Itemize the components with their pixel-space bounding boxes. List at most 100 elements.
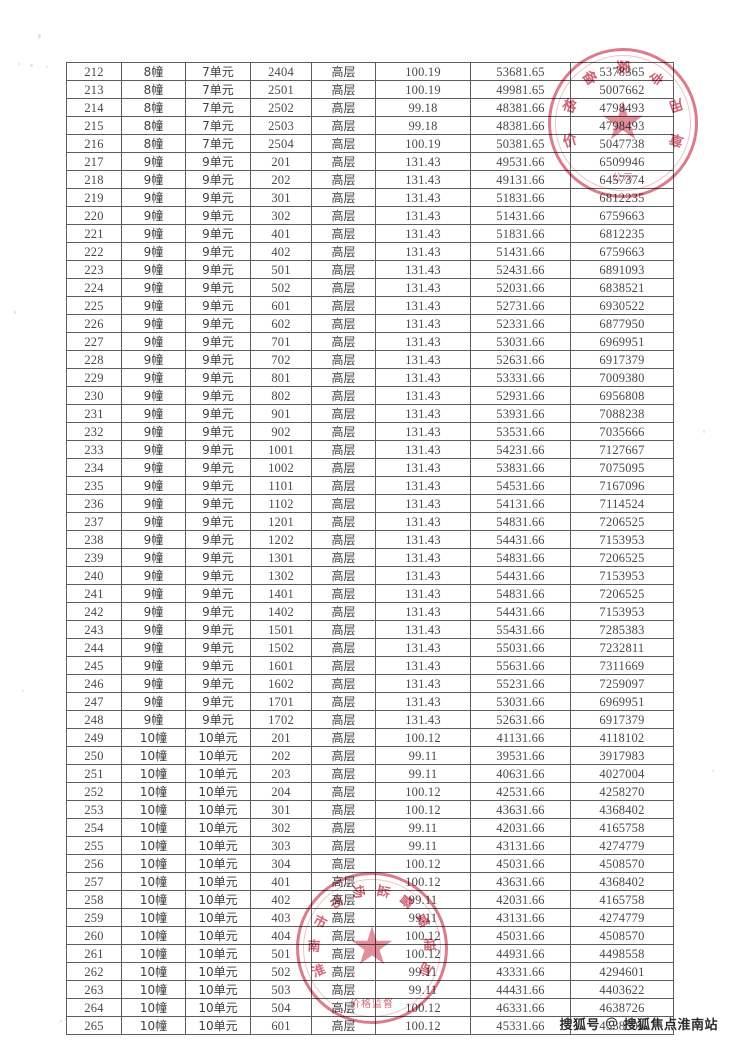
cell-unit: 9单元 xyxy=(185,224,251,243)
cell-total: 6838521 xyxy=(570,278,674,297)
cell-type: 高层 xyxy=(311,512,376,531)
cell-total: 5047738 xyxy=(570,134,674,153)
cell-type: 高层 xyxy=(311,98,376,117)
table-row: 232 9幢 9单元 902 高层 131.43 53531.66 7035666 xyxy=(66,422,674,441)
table-row: 252 10幢 10单元 204 高层 100.12 42531.66 4258270 xyxy=(66,782,674,801)
cell-type: 高层 xyxy=(311,656,376,675)
cell-area: 100.19 xyxy=(375,134,471,153)
cell-room: 2404 xyxy=(250,62,312,81)
cell-unit: 7单元 xyxy=(185,80,251,99)
cell-total: 7167096 xyxy=(570,476,674,495)
cell-type: 高层 xyxy=(311,116,376,135)
cell-building: 9幢 xyxy=(121,440,186,459)
cell-total: 6956808 xyxy=(570,386,674,405)
cell-type: 高层 xyxy=(311,980,376,999)
table-row: 240 9幢 9单元 1302 高层 131.43 54431.66 7153953 xyxy=(66,566,674,585)
cell-total: 6969951 xyxy=(570,692,674,711)
cell-total: 7153953 xyxy=(570,602,674,621)
cell-type: 高层 xyxy=(311,602,376,621)
table-row: 253 10幢 10单元 301 高层 100.12 43631.66 4368402 xyxy=(66,800,674,819)
cell-room: 1502 xyxy=(250,638,312,657)
table-row: 234 9幢 9单元 1002 高层 131.43 53831.66 7075095 xyxy=(66,458,674,477)
table-row: 261 10幢 10单元 501 高层 100.12 44931.66 4498558 xyxy=(66,944,674,963)
cell-total: 7311669 xyxy=(570,656,674,675)
cell-type: 高层 xyxy=(311,962,376,981)
cell-unit: 9单元 xyxy=(185,620,251,639)
cell-unitprice: 53031.66 xyxy=(470,692,571,711)
cell-type: 高层 xyxy=(311,332,376,351)
cell-unitprice: 48381.66 xyxy=(470,98,571,117)
cell-total: 4165758 xyxy=(570,818,674,837)
cell-building: 10幢 xyxy=(121,1016,186,1035)
cell-seq: 221 xyxy=(66,224,122,243)
cell-area: 131.43 xyxy=(375,152,471,171)
cell-unit: 9单元 xyxy=(185,440,251,459)
cell-area: 99.11 xyxy=(375,980,471,999)
cell-unit: 9单元 xyxy=(185,692,251,711)
cell-unitprice: 49981.65 xyxy=(470,80,571,99)
cell-total: 7088238 xyxy=(570,404,674,423)
table-row: 247 9幢 9单元 1701 高层 131.43 53031.66 6969951 xyxy=(66,692,674,711)
cell-total: 6759663 xyxy=(570,242,674,261)
table-row: 220 9幢 9单元 302 高层 131.43 51431.66 6759663 xyxy=(66,206,674,225)
table-row: 244 9幢 9单元 1502 高层 131.43 55031.66 7232811 xyxy=(66,638,674,657)
cell-unitprice: 49131.66 xyxy=(470,170,571,189)
cell-unit: 9单元 xyxy=(185,494,251,513)
cell-unitprice: 44431.66 xyxy=(470,980,571,999)
cell-unit: 10单元 xyxy=(185,980,251,999)
cell-seq: 215 xyxy=(66,116,122,135)
cell-building: 9幢 xyxy=(121,314,186,333)
cell-type: 高层 xyxy=(311,746,376,765)
cell-seq: 226 xyxy=(66,314,122,333)
cell-unit: 10单元 xyxy=(185,998,251,1017)
cell-unitprice: 54831.66 xyxy=(470,512,571,531)
cell-unitprice: 42031.66 xyxy=(470,818,571,837)
cell-building: 10幢 xyxy=(121,818,186,837)
cell-room: 202 xyxy=(250,746,312,765)
cell-seq: 212 xyxy=(66,62,122,81)
cell-unit: 9单元 xyxy=(185,674,251,693)
cell-seq: 257 xyxy=(66,872,122,891)
cell-type: 高层 xyxy=(311,710,376,729)
cell-type: 高层 xyxy=(311,854,376,873)
table-row: 262 10幢 10单元 502 高层 99.11 43331.66 4294601 xyxy=(66,962,674,981)
cell-unit: 9单元 xyxy=(185,152,251,171)
cell-unitprice: 54431.66 xyxy=(470,566,571,585)
cell-seq: 243 xyxy=(66,620,122,639)
cell-area: 131.43 xyxy=(375,710,471,729)
cell-type: 高层 xyxy=(311,1016,376,1035)
cell-seq: 251 xyxy=(66,764,122,783)
cell-building: 9幢 xyxy=(121,656,186,675)
cell-total: 7285383 xyxy=(570,620,674,639)
cell-total: 3917983 xyxy=(570,746,674,765)
cell-area: 100.12 xyxy=(375,728,471,747)
cell-unitprice: 51831.66 xyxy=(470,224,571,243)
cell-area: 131.43 xyxy=(375,476,471,495)
cell-total: 4508570 xyxy=(570,926,674,945)
cell-seq: 230 xyxy=(66,386,122,405)
cell-area: 100.12 xyxy=(375,800,471,819)
cell-unit: 10单元 xyxy=(185,1016,251,1035)
cell-room: 401 xyxy=(250,872,312,891)
cell-seq: 242 xyxy=(66,602,122,621)
cell-type: 高层 xyxy=(311,872,376,891)
cell-seq: 231 xyxy=(66,404,122,423)
cell-area: 131.43 xyxy=(375,674,471,693)
cell-unit: 9单元 xyxy=(185,332,251,351)
cell-seq: 214 xyxy=(66,98,122,117)
cell-unitprice: 52631.66 xyxy=(470,710,571,729)
cell-unit: 10单元 xyxy=(185,800,251,819)
cell-area: 131.43 xyxy=(375,566,471,585)
cell-area: 131.43 xyxy=(375,404,471,423)
cell-unit: 7单元 xyxy=(185,134,251,153)
cell-building: 8幢 xyxy=(121,116,186,135)
cell-unit: 9单元 xyxy=(185,350,251,369)
cell-seq: 265 xyxy=(66,1016,122,1035)
cell-type: 高层 xyxy=(311,440,376,459)
cell-room: 403 xyxy=(250,908,312,927)
cell-seq: 256 xyxy=(66,854,122,873)
cell-room: 2501 xyxy=(250,80,312,99)
cell-total: 7206525 xyxy=(570,512,674,531)
cell-unitprice: 55631.66 xyxy=(470,656,571,675)
